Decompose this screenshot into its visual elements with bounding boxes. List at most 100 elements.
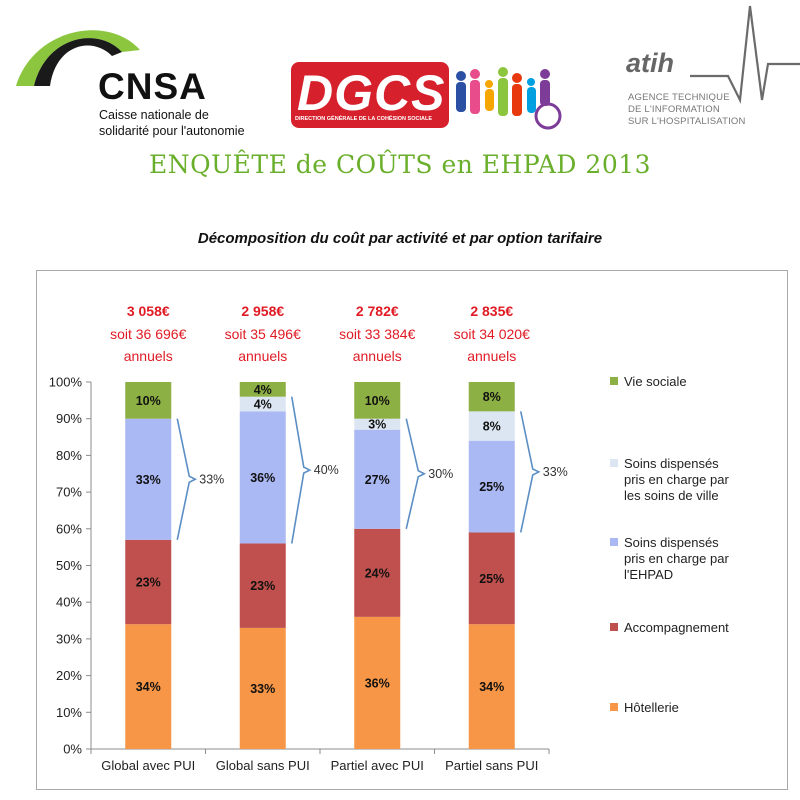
y-tick-label: 30% [56,631,82,646]
bar-segment [354,429,401,529]
cost-suffix-label: annuels [238,348,287,364]
data-label: 3% [368,418,386,432]
chart-title: Décomposition du coût par activité et pa… [197,230,603,247]
atih-subtitle-line1: AGENCE TECHNIQUE [628,92,730,103]
legend-label: Hôtellerie [624,700,679,715]
y-tick-label: 20% [56,668,82,683]
data-label: 10% [365,394,390,408]
bar-segment [239,627,286,749]
x-category-label: Partiel sans PUI [445,758,538,773]
bar-segment [354,528,401,617]
bar-segment [354,418,401,430]
data-label: 33% [250,682,275,696]
bracket-label: 30% [428,467,453,481]
bar-segment [125,382,172,419]
atih-subtitle-line2: DE L'INFORMATION [628,104,720,115]
bar-segment [468,624,515,749]
cost-annual-label: soit 34 020€ [454,326,530,342]
data-label: 25% [479,572,504,586]
cost-annual-label: soit 36 696€ [110,326,186,342]
cost-suffix-label: annuels [467,348,516,364]
stacked-bar-chart: 0% 10% 20% 30% 40% 50% 60% 70% 80% 90% 100% Global … [49,303,730,773]
cost-suffix-label: annuels [124,348,173,364]
legend-label: Accompagnement [624,620,729,635]
legend-label: les soins de ville [624,488,719,503]
y-tick-label: 40% [56,595,82,610]
data-label: 36% [250,471,275,485]
data-label: 8% [483,420,501,434]
data-label: 23% [136,576,161,590]
heartbeat-pulse-icon [690,5,800,104]
dgcs-logo: DGCS DIRECTION GÉNÉRALE DE LA COHÉSION S… [291,62,581,134]
legend-swatch [610,377,618,385]
y-tick-label: 10% [56,705,82,720]
y-tick-label: 60% [56,521,82,536]
bar-segment [239,382,286,397]
dgcs-name: DGCS [297,65,446,121]
y-tick-label: 70% [56,485,82,500]
legend-label: Soins dispensés [624,535,719,550]
legend-label: Vie sociale [624,374,687,389]
bar-segment [468,440,515,533]
bar-segment [468,411,515,441]
legend-label: pris en charge par [624,472,729,487]
chart-panel: 0% 10% 20% 30% 40% 50% 60% 70% 80% 90% 100% Global … [36,270,788,790]
data-label: 4% [254,398,272,412]
legend-swatch [610,538,618,546]
bracket-label: 33% [543,465,568,479]
cnsa-name: CNSA [98,66,207,107]
bar-segment [125,539,172,625]
data-label: 27% [365,473,390,487]
y-tick-label: 80% [56,448,82,463]
bracket-mark [405,418,427,529]
bar-segment [468,532,515,625]
bar-segment [239,411,286,544]
y-tick-label: 90% [56,411,82,426]
cost-suffix-label: annuels [353,348,402,364]
cost-amount-label: 3 058€ [127,303,170,319]
bar-segment [468,382,515,412]
legend-label: pris en charge par [624,551,729,566]
data-label: 24% [365,566,390,580]
bracket-mark [176,418,198,540]
bracket-mark [519,411,541,533]
bracket-label: 33% [199,472,224,486]
legend-swatch [610,703,618,711]
data-label: 10% [136,394,161,408]
people-family-icon [456,67,562,130]
data-label: 34% [136,680,161,694]
x-category-label: Global avec PUI [101,758,195,773]
data-label: 34% [479,680,504,694]
data-label: 33% [136,473,161,487]
dgcs-badge: DGCS DIRECTION GÉNÉRALE DE LA COHÉSION S… [291,62,449,128]
bar-segment [125,418,172,540]
legend-swatch [610,459,618,467]
bracket-label: 40% [314,463,339,477]
x-category-label: Global sans PUI [216,758,310,773]
bar-segment [354,382,401,419]
cnsa-arc-icon [16,30,140,86]
legend-label: l'EHPAD [624,567,673,582]
cnsa-logo: CNSA Caisse nationale de solidarité pour… [12,22,252,138]
bar-segment [239,396,286,412]
legend-swatch [610,623,618,631]
atih-logo: atih AGENCE TECHNIQUE DE L'INFORMATION S… [610,4,800,129]
y-tick-label: 50% [56,558,82,573]
data-label: 23% [250,579,275,593]
cost-amount-label: 2 782€ [356,303,399,319]
atih-subtitle-line3: SUR L'HOSPITALISATION [628,116,746,127]
cost-amount-label: 2 958€ [241,303,284,319]
bracket-mark [290,396,312,544]
dgcs-subtitle: DIRECTION GÉNÉRALE DE LA COHÉSION SOCIAL… [295,116,433,122]
cost-annual-label: soit 35 496€ [225,326,301,342]
atih-name: atih [626,48,675,78]
legend-label: Soins dispensés [624,456,719,471]
bar-segment [354,616,401,749]
cost-amount-label: 2 835€ [470,303,513,319]
cost-annual-label: soit 33 384€ [339,326,415,342]
bar-segment [239,543,286,628]
data-label: 36% [365,676,390,690]
cnsa-subtitle-line2: solidarité pour l'autonomie [99,124,245,138]
x-category-label: Partiel avec PUI [331,758,424,773]
data-label: 25% [479,480,504,494]
